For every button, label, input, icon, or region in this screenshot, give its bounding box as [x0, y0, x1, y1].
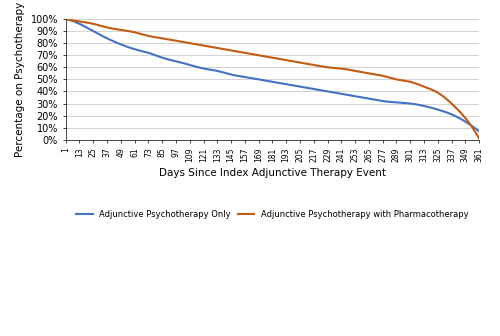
Adjunctive Psychotherapy Only [262, 78, 268, 82]
Adjunctive Psychotherapy with Pharmacotherapy [262, 54, 268, 58]
Adjunctive Psychotherapy with Pharmacotherapy [309, 62, 315, 67]
X-axis label: Days Since Index Adjunctive Therapy Event: Days Since Index Adjunctive Therapy Even… [159, 168, 386, 177]
Adjunctive Psychotherapy with Pharmacotherapy [466, 121, 472, 125]
Legend: Adjunctive Psychotherapy Only, Adjunctive Psychotherapy with Pharmacotherapy: Adjunctive Psychotherapy Only, Adjunctiv… [73, 207, 472, 222]
Adjunctive Psychotherapy with Pharmacotherapy [286, 58, 292, 62]
Adjunctive Psychotherapy Only [402, 101, 407, 105]
Adjunctive Psychotherapy with Pharmacotherapy [62, 17, 68, 21]
Adjunctive Psychotherapy Only [286, 83, 292, 87]
Adjunctive Psychotherapy Only [466, 122, 472, 126]
Adjunctive Psychotherapy Only [259, 78, 265, 82]
Adjunctive Psychotherapy Only [309, 87, 315, 91]
Adjunctive Psychotherapy Only [476, 129, 482, 133]
Adjunctive Psychotherapy with Pharmacotherapy [259, 54, 265, 58]
Adjunctive Psychotherapy with Pharmacotherapy [476, 136, 482, 140]
Y-axis label: Percentage on Psychotherapy: Percentage on Psychotherapy [15, 2, 25, 157]
Line: Adjunctive Psychotherapy Only: Adjunctive Psychotherapy Only [66, 19, 479, 131]
Line: Adjunctive Psychotherapy with Pharmacotherapy: Adjunctive Psychotherapy with Pharmacoth… [66, 19, 479, 138]
Adjunctive Psychotherapy Only [62, 17, 68, 21]
Adjunctive Psychotherapy with Pharmacotherapy [402, 79, 407, 83]
